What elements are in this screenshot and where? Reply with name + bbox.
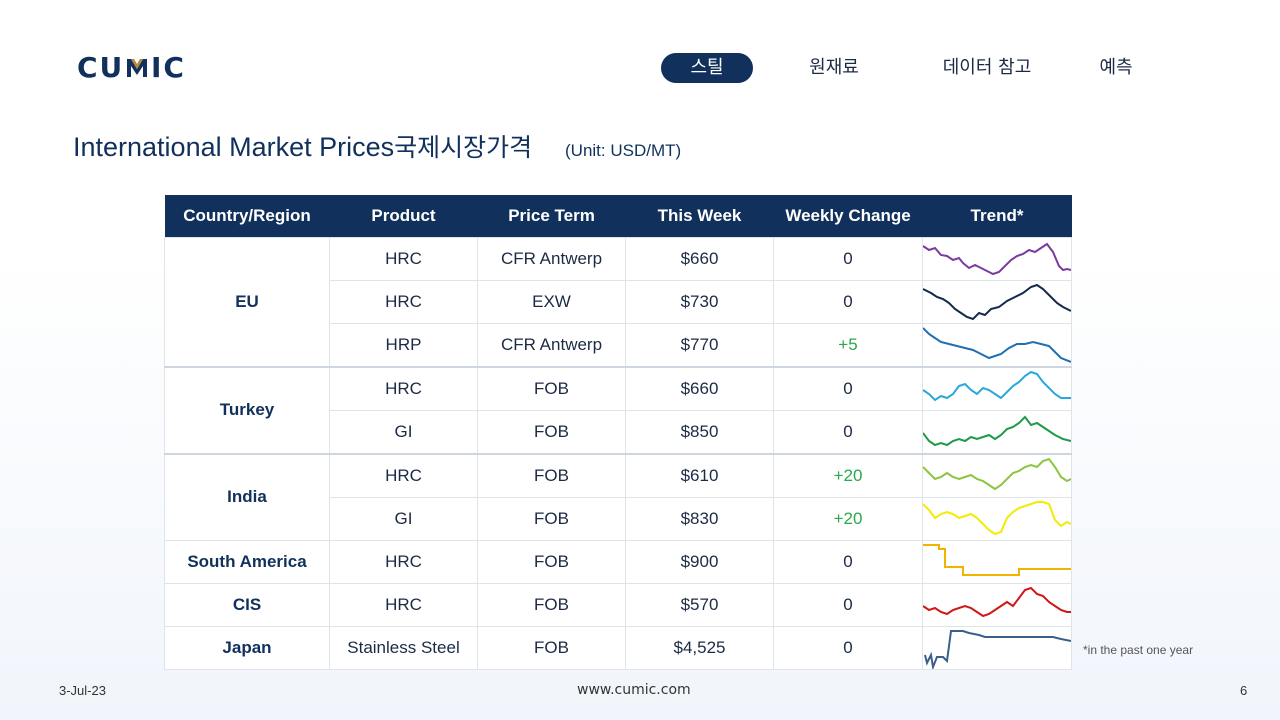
product-cell: GI bbox=[329, 496, 478, 541]
table-row: EU HRC CFR Antwerp $660 0 bbox=[164, 236, 1072, 367]
table-row: GI FOB $850 0 bbox=[165, 409, 1072, 454]
product-cell: HRP bbox=[329, 322, 478, 367]
price-term-cell: EXW bbox=[477, 279, 626, 324]
product-cell: HRC bbox=[329, 279, 478, 324]
change-cell: +20 bbox=[773, 452, 923, 498]
table-row: HRC EXW $730 0 bbox=[165, 279, 1072, 324]
trend-sparkline bbox=[922, 582, 1072, 627]
table-row: CIS HRC FOB $570 0 bbox=[164, 582, 1072, 627]
price-cell: $770 bbox=[625, 322, 774, 367]
country-cell: India bbox=[164, 452, 330, 541]
svg-text:CU: CU bbox=[77, 54, 124, 80]
product-cell: Stainless Steel bbox=[329, 625, 478, 670]
change-cell: 0 bbox=[773, 539, 923, 584]
price-cell: $660 bbox=[625, 236, 774, 281]
trend-sparkline bbox=[922, 279, 1072, 324]
price-term-cell: FOB bbox=[477, 452, 626, 498]
table-row: Japan Stainless Steel FOB $4,525 0 bbox=[164, 625, 1072, 670]
price-term-cell: CFR Antwerp bbox=[477, 322, 626, 367]
trend-sparkline bbox=[922, 452, 1072, 498]
change-cell: 0 bbox=[773, 582, 923, 627]
page-title: International Market Prices국제시장가격 bbox=[73, 128, 532, 164]
country-cell: EU bbox=[164, 236, 330, 367]
trend-sparkline bbox=[922, 539, 1072, 584]
country-cell: Japan bbox=[164, 625, 330, 670]
trend-sparkline bbox=[922, 365, 1072, 411]
table-row: HRP CFR Antwerp $770 +5 bbox=[165, 322, 1072, 367]
trend-sparkline bbox=[922, 236, 1072, 281]
nav-item-raw-materials[interactable]: 원재료 bbox=[809, 57, 859, 78]
price-cell: $570 bbox=[625, 582, 774, 627]
product-cell: GI bbox=[329, 409, 478, 454]
price-term-cell: FOB bbox=[477, 625, 626, 670]
product-cell: HRC bbox=[329, 365, 478, 411]
price-cell: $850 bbox=[625, 409, 774, 454]
cumic-logo: CU IC bbox=[77, 54, 186, 80]
table-row: India HRC FOB $610 +20 bbox=[164, 452, 1072, 541]
price-term-cell: FOB bbox=[477, 409, 626, 454]
footer-date: 3-Jul-23 bbox=[59, 683, 106, 698]
nav-item-forecast[interactable]: 예측 bbox=[1099, 57, 1133, 78]
page-title-kr: 국제시장가격 bbox=[394, 133, 533, 162]
price-cell: $900 bbox=[625, 539, 774, 584]
table-row: Turkey HRC FOB $660 0 bbox=[164, 365, 1072, 454]
product-cell: HRC bbox=[329, 582, 478, 627]
trend-sparkline bbox=[922, 409, 1072, 454]
change-cell: 0 bbox=[773, 409, 923, 454]
product-cell: HRC bbox=[329, 452, 478, 498]
price-cell: $730 bbox=[625, 279, 774, 324]
country-cell: South America bbox=[164, 539, 330, 584]
change-cell: +20 bbox=[773, 496, 923, 541]
change-cell: 0 bbox=[773, 365, 923, 411]
footer-url[interactable]: www.cumic.com bbox=[577, 682, 691, 698]
product-cell: HRC bbox=[329, 236, 478, 281]
price-cell: $660 bbox=[625, 365, 774, 411]
country-cell: CIS bbox=[164, 582, 330, 627]
trend-sparkline bbox=[922, 625, 1072, 670]
product-cell: HRC bbox=[329, 539, 478, 584]
page-number: 6 bbox=[1240, 683, 1248, 698]
trend-sparkline bbox=[922, 322, 1072, 367]
price-table: Country/Region Product Price Term This W… bbox=[164, 195, 1072, 670]
footnote: *in the past one year bbox=[1083, 643, 1194, 657]
table-row: GI FOB $830 +20 bbox=[165, 496, 1072, 541]
nav-item-steel[interactable]: 스틸 bbox=[661, 53, 753, 83]
header-price-term: Price Term bbox=[477, 195, 626, 237]
header-product: Product bbox=[329, 195, 478, 237]
change-cell: 0 bbox=[773, 279, 923, 324]
header-country: Country/Region bbox=[164, 195, 330, 237]
price-cell: $610 bbox=[625, 452, 774, 498]
change-cell: 0 bbox=[773, 625, 923, 670]
unit-label: (Unit: USD/MT) bbox=[565, 141, 682, 160]
price-term-cell: CFR Antwerp bbox=[477, 236, 626, 281]
price-cell: $4,525 bbox=[625, 625, 774, 670]
price-term-cell: FOB bbox=[477, 582, 626, 627]
table-row: South America HRC FOB $900 0 bbox=[164, 539, 1072, 584]
change-cell: 0 bbox=[773, 236, 923, 281]
trend-sparkline bbox=[922, 496, 1072, 541]
nav-item-data-reference[interactable]: 데이터 참고 bbox=[942, 57, 1032, 78]
price-cell: $830 bbox=[625, 496, 774, 541]
header-trend: Trend* bbox=[922, 195, 1072, 237]
change-cell: +5 bbox=[773, 322, 923, 367]
svg-text:IC: IC bbox=[151, 54, 186, 80]
header-this-week: This Week bbox=[625, 195, 774, 237]
header-weekly-change: Weekly Change bbox=[773, 195, 923, 237]
table-header-row: Country/Region Product Price Term This W… bbox=[164, 195, 1072, 237]
price-term-cell: FOB bbox=[477, 496, 626, 541]
price-term-cell: FOB bbox=[477, 365, 626, 411]
country-cell: Turkey bbox=[164, 365, 330, 454]
page-title-en: International Market Prices bbox=[73, 132, 395, 162]
price-term-cell: FOB bbox=[477, 539, 626, 584]
